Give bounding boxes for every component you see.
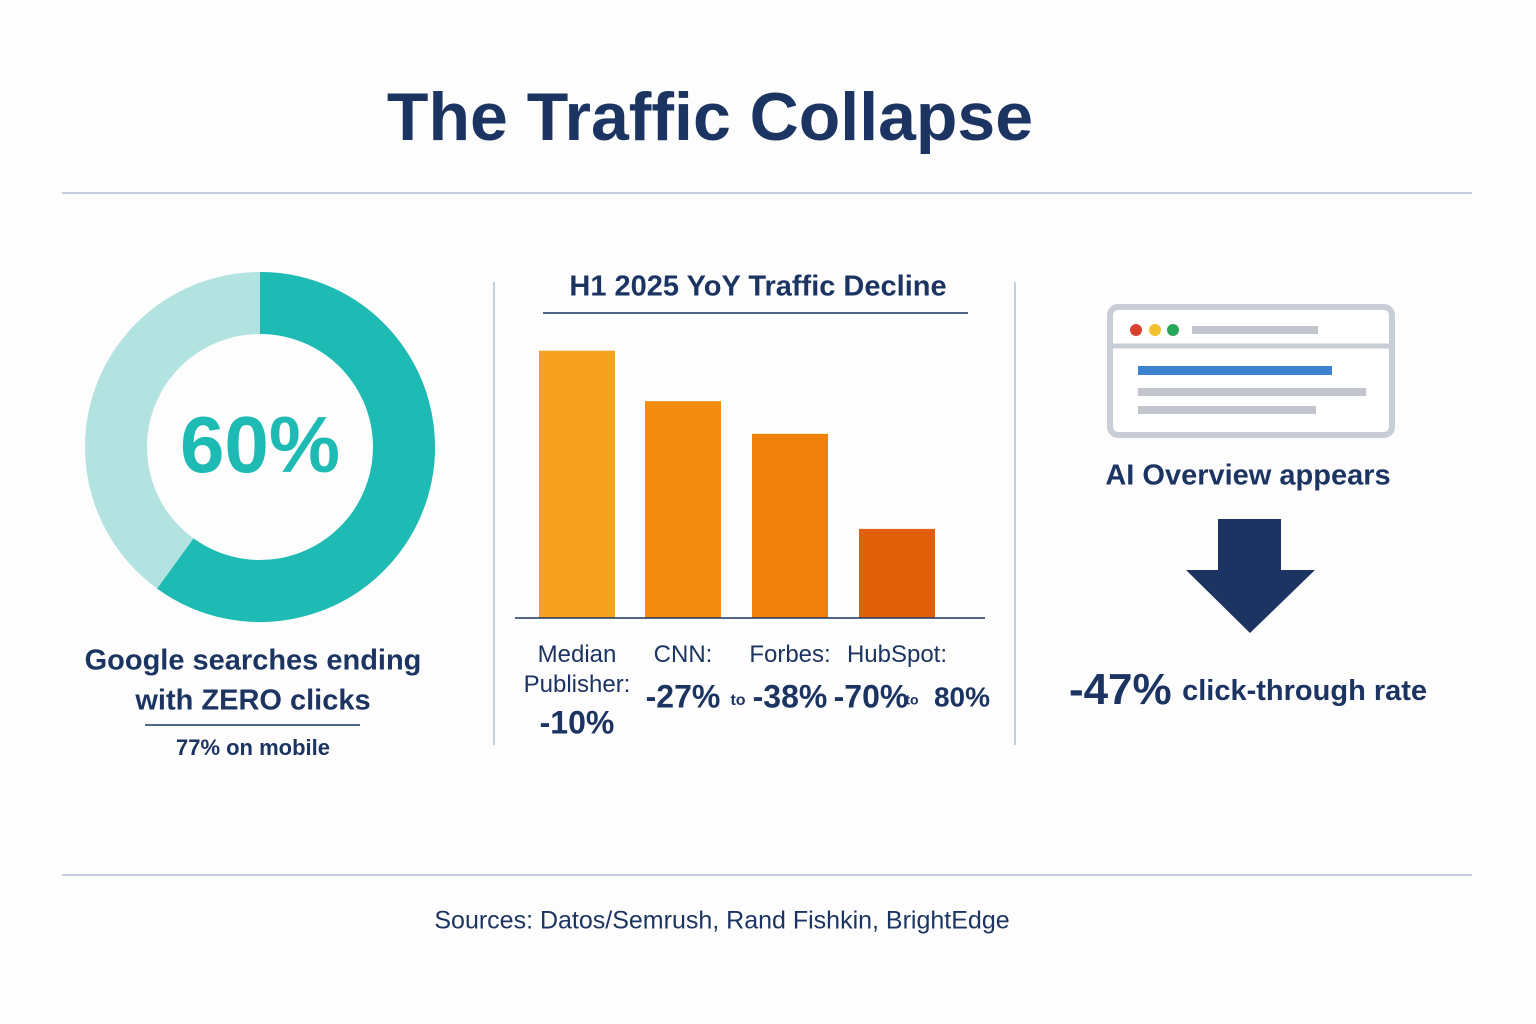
category-label: HubSpot: xyxy=(846,641,948,668)
bar xyxy=(859,528,935,618)
value-label: -27% xyxy=(646,678,721,714)
ai-label: AI Overview appears xyxy=(1105,460,1390,492)
category-label: Median Publisher: xyxy=(523,641,631,698)
down-arrow xyxy=(1186,519,1315,633)
bar-chart-title: H1 2025 YoY Traffic Decline xyxy=(569,271,946,303)
bar xyxy=(752,433,828,618)
annotation: to xyxy=(905,692,918,708)
annotation: 80% xyxy=(934,681,990,712)
sources: Sources: Datos/Semrush, Rand Fishkin, Br… xyxy=(434,907,1009,935)
donut-label: Google searches ending xyxy=(85,645,422,677)
value-label: -70% xyxy=(834,678,909,714)
bar xyxy=(645,401,721,618)
stat-value: -47% xyxy=(1069,665,1172,714)
value-label: -38% xyxy=(753,678,828,714)
bar xyxy=(539,350,615,618)
category-label: Forbes: xyxy=(749,641,831,668)
browser-icon xyxy=(1107,304,1395,438)
ctr-stat: -47% click-through rate xyxy=(1069,665,1427,714)
annotation: to xyxy=(730,692,745,709)
donut-segment xyxy=(157,272,435,622)
value-label: -10% xyxy=(540,704,615,740)
page-title: The Traffic Collapse xyxy=(387,79,1033,155)
category-label: CNN: xyxy=(653,641,713,668)
donut-value: 60% xyxy=(180,400,340,489)
donut-label: with ZERO clicks xyxy=(134,685,370,717)
stat-text: click-through rate xyxy=(1182,675,1427,707)
donut-note: 77% on mobile xyxy=(176,735,330,760)
